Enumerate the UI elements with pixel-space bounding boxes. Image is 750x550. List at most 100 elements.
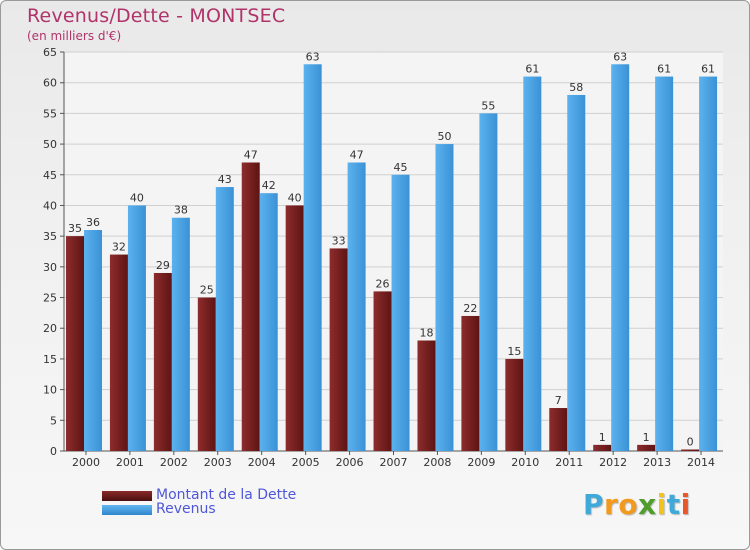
x-tick-label-2009: 2009 xyxy=(467,456,495,469)
logo-letter: P xyxy=(583,488,605,521)
data-label-debt-2006: 33 xyxy=(332,234,346,247)
y-tick-label-35: 35 xyxy=(43,230,57,243)
bar-debt-2014 xyxy=(681,449,700,451)
x-tick-label-2014: 2014 xyxy=(687,456,715,469)
data-label-debt-2007: 26 xyxy=(376,277,390,290)
logo-letter: x xyxy=(638,488,657,521)
x-tick-label-2006: 2006 xyxy=(336,456,364,469)
x-tick-label-2002: 2002 xyxy=(160,456,188,469)
y-tick-label-50: 50 xyxy=(43,138,57,151)
bar-debt-2007 xyxy=(373,291,392,451)
y-tick-label-20: 20 xyxy=(43,322,57,335)
bar-revenue-2007 xyxy=(391,174,410,451)
bar-debt-2002 xyxy=(153,272,172,451)
data-label-debt-2012: 1 xyxy=(599,431,606,444)
data-label-debt-2013: 1 xyxy=(643,431,650,444)
y-tick-label-15: 15 xyxy=(43,353,57,366)
data-label-debt-2005: 40 xyxy=(288,191,302,204)
bar-debt-2000 xyxy=(66,236,84,451)
bar-debt-2011 xyxy=(549,408,568,451)
x-tick-label-2000: 2000 xyxy=(72,456,100,469)
bar-revenue-2013 xyxy=(655,76,674,452)
data-label-debt-2002: 29 xyxy=(156,259,170,272)
data-label-revenue-2006: 47 xyxy=(350,148,364,161)
data-label-debt-2001: 32 xyxy=(112,241,126,254)
chart-subtitle: (en milliers d'€) xyxy=(27,29,122,43)
y-tick-label-45: 45 xyxy=(43,169,57,182)
x-tick-label-2010: 2010 xyxy=(511,456,539,469)
legend-label-revenue: Revenus xyxy=(156,501,216,517)
x-tick-label-2001: 2001 xyxy=(116,456,144,469)
data-label-revenue-2003: 43 xyxy=(218,173,232,186)
y-tick-label-65: 65 xyxy=(43,46,57,59)
data-label-revenue-2005: 63 xyxy=(306,50,320,63)
chart-title: Revenus/Dette - MONTSEC xyxy=(27,5,286,27)
x-tick-label-2007: 2007 xyxy=(380,456,408,469)
bar-revenue-2009 xyxy=(479,113,498,451)
bar-revenue-2000 xyxy=(84,230,102,451)
logo-letter: r xyxy=(604,488,619,521)
data-label-revenue-2013: 61 xyxy=(657,63,671,76)
legend-swatch-revenue xyxy=(102,505,152,515)
bar-debt-2004 xyxy=(241,162,260,451)
data-label-revenue-2002: 38 xyxy=(174,204,188,217)
data-label-debt-2000: 35 xyxy=(68,222,82,235)
bar-debt-2005 xyxy=(285,205,304,451)
x-tick-label-2012: 2012 xyxy=(599,456,627,469)
y-tick-label-55: 55 xyxy=(43,107,57,120)
y-tick-label-25: 25 xyxy=(43,292,57,305)
y-tick-label-60: 60 xyxy=(43,77,57,90)
bar-debt-2003 xyxy=(197,297,216,451)
y-tick-label-40: 40 xyxy=(43,199,57,212)
data-label-revenue-2014: 61 xyxy=(701,63,715,76)
bar-revenue-2001 xyxy=(127,205,146,451)
x-tick-label-2013: 2013 xyxy=(643,456,671,469)
x-tick-label-2008: 2008 xyxy=(423,456,451,469)
data-label-revenue-2010: 61 xyxy=(525,63,539,76)
data-label-debt-2009: 22 xyxy=(463,302,477,315)
data-label-revenue-2001: 40 xyxy=(130,191,144,204)
logo-letter: i xyxy=(656,488,667,521)
data-label-revenue-2008: 50 xyxy=(437,130,451,143)
data-label-debt-2008: 18 xyxy=(419,327,433,340)
x-tick-label-2003: 2003 xyxy=(204,456,232,469)
bar-debt-2001 xyxy=(109,254,128,451)
bar-debt-2010 xyxy=(505,358,524,451)
y-tick-label-10: 10 xyxy=(43,384,57,397)
bar-debt-2012 xyxy=(593,444,612,451)
data-label-debt-2014: 0 xyxy=(687,436,694,449)
bar-revenue-2002 xyxy=(171,217,190,451)
bar-revenue-2008 xyxy=(435,144,454,452)
data-label-revenue-2007: 45 xyxy=(394,161,408,174)
bar-debt-2009 xyxy=(461,315,480,451)
x-tick-label-2011: 2011 xyxy=(555,456,583,469)
bar-revenue-2011 xyxy=(567,94,586,451)
legend-swatch-debt xyxy=(102,491,152,501)
data-label-revenue-2012: 63 xyxy=(613,50,627,63)
legend-label-debt: Montant de la Dette xyxy=(156,487,297,503)
y-tick-label-5: 5 xyxy=(50,414,57,427)
x-tick-label-2005: 2005 xyxy=(292,456,320,469)
bar-revenue-2004 xyxy=(259,193,278,451)
logo-letter: i xyxy=(680,488,691,521)
bar-revenue-2014 xyxy=(699,76,718,452)
data-label-revenue-2009: 55 xyxy=(481,99,495,112)
x-tick-label-2004: 2004 xyxy=(248,456,276,469)
logo-letter: o xyxy=(618,488,639,521)
logo-letter: t xyxy=(666,488,681,521)
data-label-revenue-2011: 58 xyxy=(569,81,583,94)
proxiti-logo: Proxiti xyxy=(583,488,691,521)
data-label-debt-2010: 15 xyxy=(507,345,521,358)
data-label-revenue-2000: 36 xyxy=(86,216,100,229)
bar-debt-2008 xyxy=(417,340,436,451)
bar-revenue-2003 xyxy=(215,187,234,452)
bar-revenue-2010 xyxy=(523,76,542,452)
data-label-debt-2004: 47 xyxy=(244,148,258,161)
bar-revenue-2006 xyxy=(347,162,366,451)
bar-debt-2013 xyxy=(637,444,656,451)
data-label-debt-2003: 25 xyxy=(200,284,214,297)
bar-revenue-2005 xyxy=(303,64,322,452)
data-label-revenue-2004: 42 xyxy=(262,179,276,192)
